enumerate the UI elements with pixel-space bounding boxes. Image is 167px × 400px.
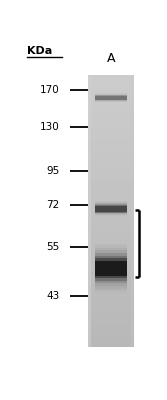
Text: A: A <box>107 52 115 65</box>
Bar <box>95 94 127 102</box>
Bar <box>95 253 127 283</box>
Bar <box>95 261 127 276</box>
Text: 55: 55 <box>46 242 60 252</box>
Bar <box>95 94 127 102</box>
Bar <box>95 201 127 216</box>
Bar <box>95 245 127 291</box>
Bar <box>95 204 127 214</box>
Bar <box>95 258 127 278</box>
Bar <box>95 203 127 214</box>
Bar <box>88 76 91 347</box>
Bar <box>95 96 127 100</box>
Bar <box>95 250 127 286</box>
Bar <box>95 248 127 288</box>
Bar <box>95 243 127 294</box>
Bar <box>95 96 127 100</box>
Text: 170: 170 <box>40 84 60 94</box>
Bar <box>95 95 127 101</box>
Bar <box>95 202 127 216</box>
Bar <box>95 206 127 212</box>
Text: 43: 43 <box>46 291 60 301</box>
Text: KDa: KDa <box>27 46 53 56</box>
Text: 130: 130 <box>40 122 60 132</box>
Bar <box>95 205 127 212</box>
Text: 95: 95 <box>46 166 60 176</box>
Bar <box>95 256 127 281</box>
Text: 72: 72 <box>46 200 60 210</box>
Bar <box>131 76 133 347</box>
